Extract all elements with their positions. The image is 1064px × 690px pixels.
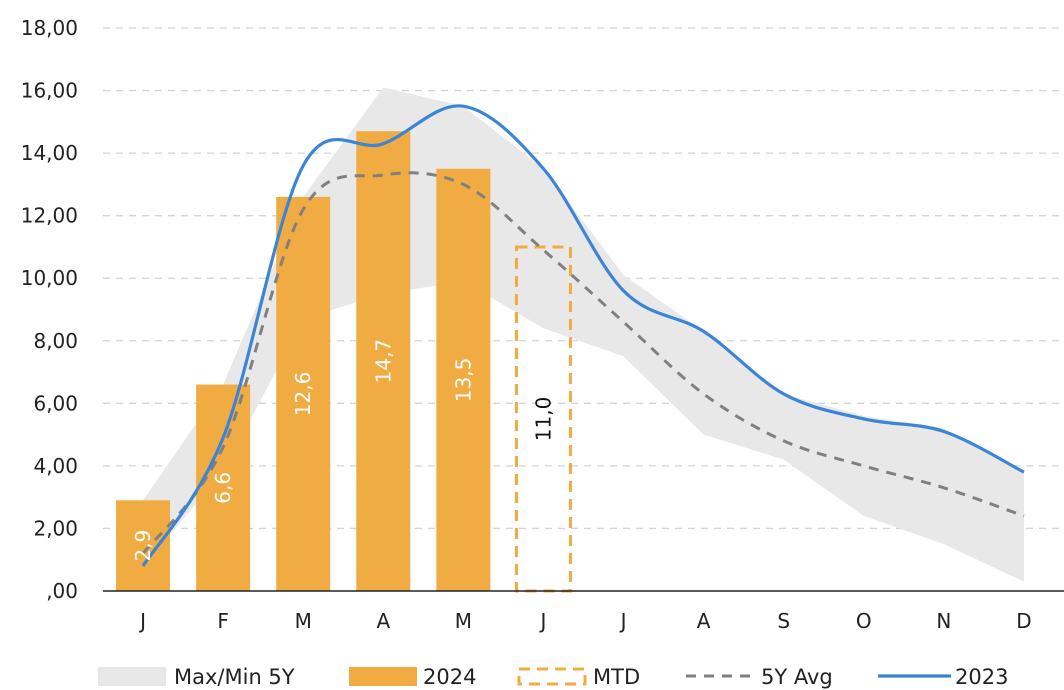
bar-value-label: 13,5 — [451, 358, 475, 403]
legend-label: 2023 — [955, 665, 1008, 689]
bar-2024 — [116, 500, 171, 591]
mtd-bar — [514, 245, 572, 593]
line-2023 — [141, 104, 1025, 567]
legend: Max/Min 5Y 2024 MTD 5Y Avg 2023 — [98, 665, 1008, 689]
x-tick-label: M — [455, 609, 472, 633]
legend-label: 2024 — [423, 665, 476, 689]
x-tick-label: S — [777, 609, 790, 633]
bar-value-label: 6,6 — [211, 472, 235, 504]
y-tick-label: 10,00 — [21, 266, 78, 290]
x-tick-label: A — [697, 609, 711, 633]
x-tick-label: A — [376, 609, 390, 633]
bar-value-label: 2,9 — [131, 530, 155, 562]
legend-swatch-mtd — [517, 667, 587, 686]
bar-value-label: 14,7 — [371, 339, 395, 384]
bar-2024 — [196, 384, 251, 591]
bar-2024 — [436, 168, 491, 591]
x-tick-label: F — [217, 609, 229, 633]
legend-label: MTD — [593, 665, 640, 689]
legend-label: 5Y Avg — [761, 665, 833, 689]
y-tick-label: 14,00 — [21, 141, 78, 165]
bar-value-label: 12,6 — [291, 372, 315, 417]
lines-layer — [141, 104, 1025, 567]
bars-2024-layer — [116, 131, 491, 591]
axes-layer: ,00 2,00 4,00 6,00 8,00 10,00 12,00 14,00 16,00 1… — [21, 16, 1064, 633]
x-tick-label: J — [619, 609, 627, 633]
x-tick-label: M — [295, 609, 312, 633]
y-tick-label: 18,00 — [21, 16, 78, 40]
max-min-band-layer — [143, 87, 1024, 582]
data-labels-layer: 2,9 6,6 12,6 14,7 13,5 11,0 — [131, 339, 555, 562]
mtd-layer — [514, 245, 572, 593]
y-tick-label: 16,00 — [21, 79, 78, 103]
avg-5y-line — [141, 171, 1025, 555]
max-min-band — [143, 87, 1024, 582]
legend-swatch-2024 — [349, 667, 417, 686]
legend-swatch-max-min — [98, 667, 166, 686]
x-tick-label: D — [1016, 609, 1031, 633]
y-tick-label: 12,00 — [21, 204, 78, 228]
mtd-value-label: 11,0 — [531, 397, 555, 442]
y-tick-label: 8,00 — [33, 329, 78, 353]
y-tick-label: ,00 — [46, 579, 78, 603]
bar-2024 — [356, 131, 411, 591]
x-tick-label: J — [539, 609, 547, 633]
x-tick-label: O — [856, 609, 872, 633]
y-tick-label: 6,00 — [33, 391, 78, 415]
y-tick-label: 4,00 — [33, 454, 78, 478]
legend-label: Max/Min 5Y — [174, 665, 295, 689]
y-tick-label: 2,00 — [33, 516, 78, 540]
x-tick-label: J — [138, 609, 146, 633]
x-tick-label: N — [936, 609, 951, 633]
bar-2024 — [276, 196, 331, 591]
